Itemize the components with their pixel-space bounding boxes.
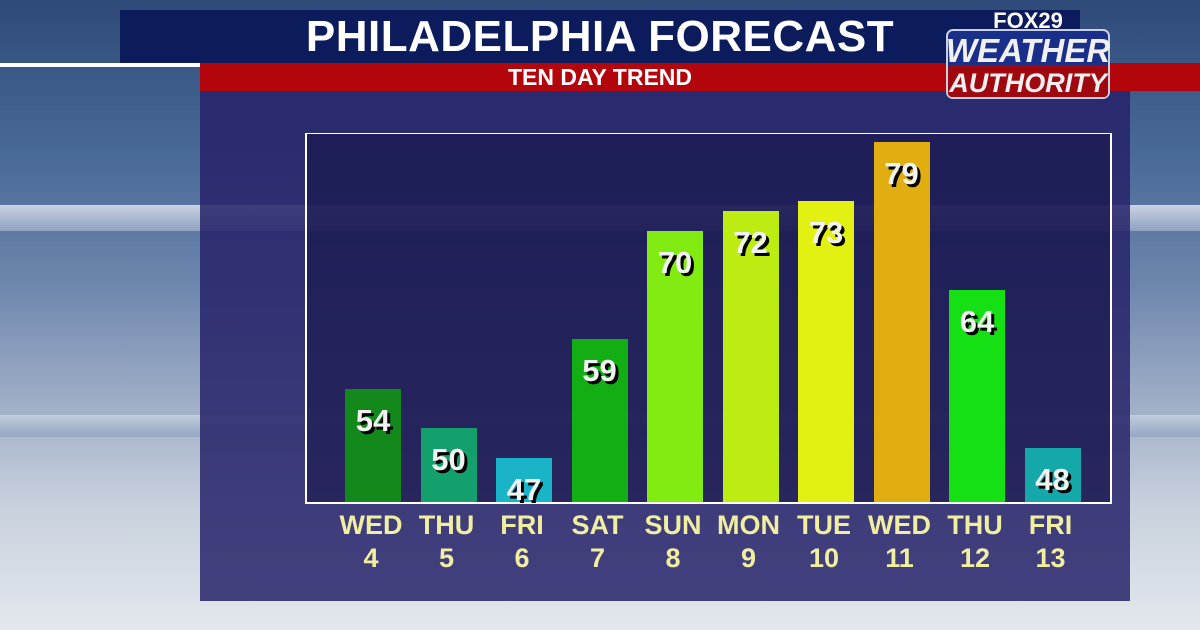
data-label: 59 — [582, 353, 617, 389]
day-name: SUN — [644, 510, 702, 540]
bar-sat-7 — [571, 339, 628, 502]
data-label: 54 — [355, 402, 391, 438]
bar-mon-9 — [722, 210, 779, 502]
bar-tue-10 — [798, 201, 854, 502]
data-label: 73 — [808, 215, 844, 251]
fox29-weather-authority-logo: FOX29 WEATHER AUTHORITY — [946, 8, 1111, 99]
day-name: THU — [418, 510, 475, 540]
day-number: 5 — [438, 543, 455, 573]
bar-thu-12 — [949, 289, 1005, 502]
x-tick-label: SAT 7 — [553, 509, 643, 575]
day-number: 13 — [1035, 543, 1066, 573]
x-tick-label: MON 9 — [704, 509, 794, 575]
day-number: 12 — [959, 543, 991, 573]
bar-thu-5 — [420, 428, 477, 502]
day-name: THU — [947, 510, 1003, 540]
x-tick-label: FRI 6 — [477, 509, 567, 575]
svg-text:FOX29: FOX29 — [993, 8, 1063, 33]
day-name: TUE — [797, 510, 851, 540]
bar-sun-8 — [647, 230, 703, 502]
x-tick-label: WED 4 — [326, 509, 416, 575]
day-name: FRI — [500, 510, 544, 540]
data-label: 47 — [506, 471, 542, 507]
day-name: WED — [339, 510, 403, 540]
data-label: 70 — [657, 244, 693, 280]
bar-fri-6 — [496, 457, 552, 502]
day-number: 10 — [808, 543, 840, 573]
data-label: 48 — [1035, 461, 1070, 497]
x-tick-label: THU 5 — [402, 509, 492, 575]
bar-wed-11 — [873, 141, 930, 502]
page-title: PHILADELPHIA FORECAST — [120, 10, 1080, 63]
day-name: WED — [868, 510, 931, 540]
day-number: 4 — [363, 543, 379, 573]
svg-text:AUTHORITY: AUTHORITY — [948, 68, 1109, 98]
bar-fri-13 — [1024, 447, 1081, 502]
chart-area: 54 50 47 59 70 72 73 79 64 48 — [305, 133, 1112, 507]
x-tick-label: TUE 10 — [779, 509, 869, 575]
day-number: 6 — [514, 543, 530, 573]
x-tick-label: FRI 13 — [1006, 509, 1096, 575]
day-number: 9 — [740, 543, 757, 573]
svg-text:WEATHER: WEATHER — [946, 32, 1111, 69]
bar-wed-4 — [345, 388, 401, 502]
day-number: 11 — [885, 543, 914, 573]
day-number: 7 — [589, 543, 606, 573]
day-name: FRI — [1028, 510, 1073, 540]
day-name: MON — [717, 510, 780, 540]
x-tick-label: WED 11 — [855, 509, 945, 575]
data-label: 72 — [733, 224, 768, 260]
x-tick-label: THU 12 — [930, 509, 1020, 575]
x-tick-label: SUN 8 — [628, 509, 718, 575]
day-name: SAT — [571, 510, 624, 540]
data-label: 50 — [431, 442, 466, 477]
data-label: 64 — [959, 303, 995, 339]
day-number: 8 — [665, 543, 681, 573]
divider — [0, 63, 205, 67]
data-label: 79 — [884, 155, 919, 191]
